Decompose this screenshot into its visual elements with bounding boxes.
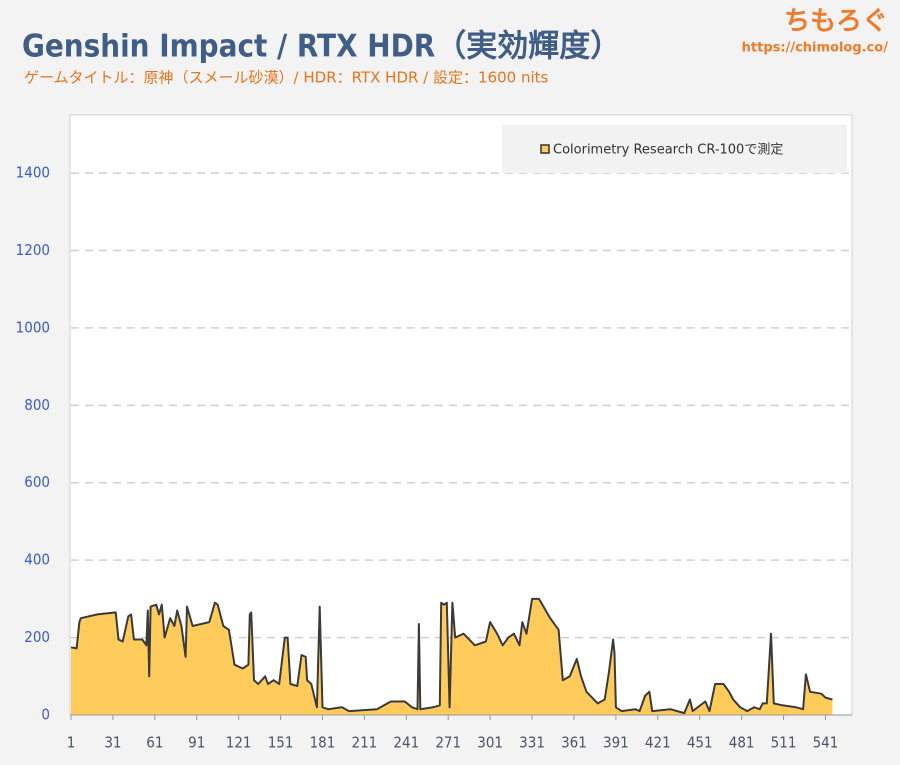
y-tick-label: 0: [41, 706, 50, 724]
x-tick-label: 361: [561, 734, 587, 752]
y-tick-label: 800: [24, 396, 50, 414]
x-tick-label: 91: [188, 734, 205, 752]
x-tick-label: 481: [729, 734, 755, 752]
plot-area: [69, 114, 853, 716]
x-tick-label: 451: [687, 734, 713, 752]
y-tick-label: 400: [24, 551, 50, 569]
legend-box: [502, 125, 847, 173]
legend-label: Colorimetry Research CR-100で測定: [553, 143, 783, 158]
x-tick-label: 301: [477, 734, 503, 752]
brand: ちもろぐ: [784, 7, 888, 37]
url: https://chimolog.co/: [742, 41, 889, 56]
x-tick-label: 241: [393, 734, 419, 752]
x-tick-label: 181: [310, 734, 336, 752]
x-tick-label: 61: [146, 734, 163, 752]
y-tick-label: 1000: [16, 318, 50, 336]
y-tick-label: 1400: [16, 164, 50, 182]
x-tick-label: 1: [67, 734, 76, 752]
x-tick-label: 391: [603, 734, 629, 752]
x-tick-label: 121: [226, 734, 252, 752]
chart-subtitle: ゲームタイトル：原神（スメール砂漠）/ HDR：RTX HDR / 設定：160…: [24, 69, 549, 87]
x-tick-label: 511: [771, 734, 797, 752]
y-tick-label: 600: [24, 473, 50, 491]
x-tick-label: 271: [435, 734, 461, 752]
x-tick-label: 421: [645, 734, 671, 752]
x-tick-label: 331: [519, 734, 545, 752]
chart-title: Genshin Impact / RTX HDR（実効輝度）: [22, 29, 621, 65]
x-tick-label: 31: [104, 734, 121, 752]
line: [70, 597, 833, 715]
y-tick-label: 200: [24, 628, 50, 646]
legend: Colorimetry Research CR-100で測定: [502, 125, 847, 173]
y-tick-label: 1200: [16, 241, 50, 259]
x-tick-label: 541: [813, 734, 839, 752]
x-tick-label: 211: [352, 734, 378, 752]
x-tick-label: 151: [268, 734, 294, 752]
legend-swatch: [540, 144, 550, 154]
